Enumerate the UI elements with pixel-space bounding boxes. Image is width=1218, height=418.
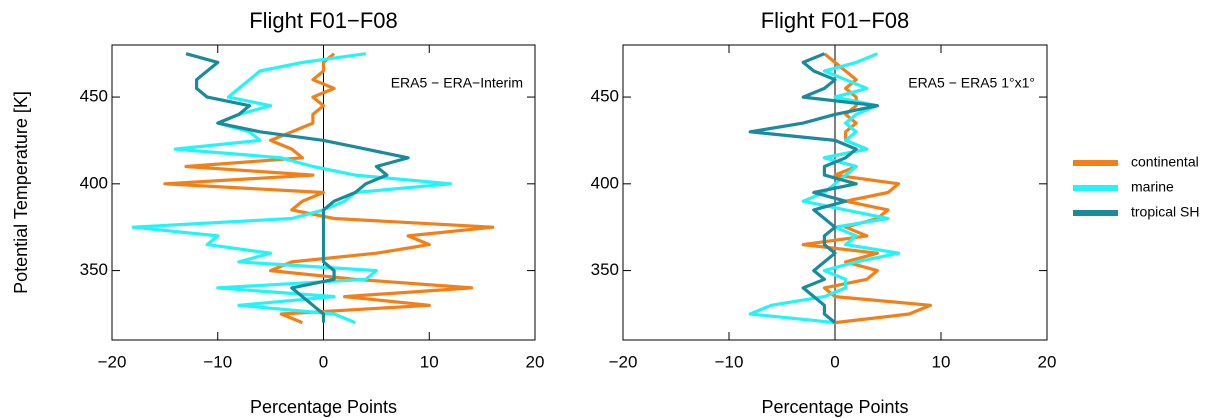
x-tick-label: −20 (609, 352, 638, 371)
x-axis-label: Percentage Points (250, 397, 397, 417)
plot-frame (622, 44, 1048, 341)
series-line (801, 52, 932, 325)
y-tick-label: 400 (591, 173, 619, 192)
annotation: ERA5 − ERA5 1°x1° (908, 75, 1035, 91)
x-tick-label: 10 (420, 352, 439, 371)
annotation: ERA5 − ERA−Interim (391, 75, 523, 91)
y-tick-label: 350 (80, 260, 108, 279)
series-line (185, 52, 410, 323)
legend-label: tropical SH (1131, 204, 1199, 220)
y-tick-label: 450 (80, 87, 108, 106)
series-line (163, 52, 495, 325)
legend-label: continental (1131, 154, 1199, 170)
chart-title: Flight F01−F08 (249, 8, 398, 33)
x-tick-label: −20 (98, 352, 127, 371)
x-tick-label: 10 (932, 352, 951, 371)
x-axis-label: Percentage Points (761, 397, 908, 417)
x-tick-label: 20 (1038, 352, 1057, 371)
plot-frame (111, 44, 536, 341)
y-tick-label: 400 (80, 173, 108, 192)
x-tick-label: −10 (715, 352, 744, 371)
series-line (748, 52, 879, 324)
y-axis-label: Potential Temperature [K] (11, 91, 31, 294)
chart-title: Flight F01−F08 (761, 8, 910, 33)
y-tick-label: 350 (591, 260, 619, 279)
series-line (131, 52, 452, 325)
x-tick-label: 0 (830, 352, 839, 371)
legend-label: marine (1131, 179, 1174, 195)
x-tick-label: 20 (526, 352, 545, 371)
x-tick-label: −10 (203, 352, 232, 371)
series-line (748, 52, 901, 325)
y-tick-label: 450 (591, 87, 619, 106)
x-tick-label: 0 (319, 352, 328, 371)
